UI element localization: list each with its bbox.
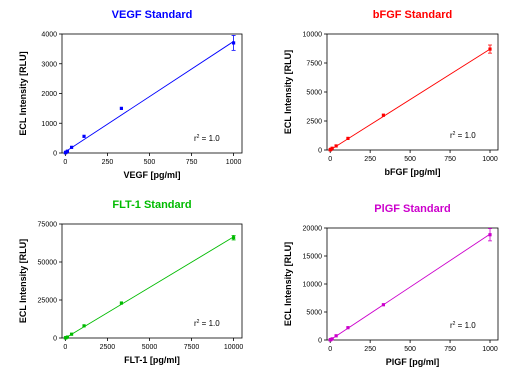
x-tick-label: 0 bbox=[63, 159, 67, 166]
r2-superscript: 2 bbox=[197, 319, 200, 325]
x-tick-label: 750 bbox=[444, 346, 456, 353]
fit-line bbox=[65, 236, 234, 339]
fit-line bbox=[329, 233, 491, 341]
x-tick-label: 0 bbox=[328, 156, 332, 163]
y-tick-label: 0 bbox=[318, 338, 322, 345]
data-point bbox=[82, 134, 86, 138]
data-point bbox=[65, 149, 70, 153]
x-tick-label: 10000 bbox=[224, 344, 244, 351]
x-tick-label: 250 bbox=[364, 156, 376, 163]
y-axis-label: ECL Intensity [RLU] bbox=[283, 50, 293, 134]
data-point bbox=[381, 113, 386, 117]
x-axis-label: bFGF [pg/ml] bbox=[385, 167, 441, 177]
data-point bbox=[334, 144, 338, 148]
r-squared-annotation: r2 = 1.0 bbox=[450, 131, 476, 140]
x-axis-label: FLT-1 [pg/ml] bbox=[124, 355, 180, 365]
chart-title: bFGF Standard bbox=[373, 9, 452, 21]
r2-value: = 1.0 bbox=[199, 319, 220, 328]
data-point bbox=[381, 303, 386, 307]
r-squared-annotation: r2 = 1.0 bbox=[194, 319, 220, 328]
data-point bbox=[334, 334, 338, 338]
y-tick-label: 50000 bbox=[38, 260, 58, 267]
fit-line bbox=[329, 48, 491, 151]
x-tick-label: 7500 bbox=[184, 344, 200, 351]
plot-frame bbox=[61, 223, 243, 339]
x-tick-label: 750 bbox=[186, 159, 198, 166]
data-point bbox=[65, 335, 70, 339]
y-tick-label: 5000 bbox=[306, 310, 322, 317]
y-tick-label: 15000 bbox=[303, 254, 323, 261]
y-tick-label: 2500 bbox=[306, 119, 322, 126]
x-tick-label: 5000 bbox=[142, 344, 158, 351]
x-tick-label: 500 bbox=[404, 156, 416, 163]
chart-title: FLT-1 Standard bbox=[112, 199, 191, 211]
chart-panel-2: FLT-1 Standard 0 2500 5000 7500 10000 0 25000 50… bbox=[18, 199, 243, 365]
r-squared-annotation: r2 = 1.0 bbox=[194, 134, 220, 143]
r2-superscript: 2 bbox=[453, 321, 456, 327]
r2-superscript: 2 bbox=[453, 131, 456, 137]
chart-title: PlGF Standard bbox=[374, 203, 450, 215]
r-squared-annotation: r2 = 1.0 bbox=[450, 321, 476, 330]
y-tick-label: 75000 bbox=[38, 222, 58, 229]
y-tick-label: 5000 bbox=[306, 90, 322, 97]
data-point bbox=[69, 332, 74, 336]
data-point bbox=[330, 146, 334, 150]
x-tick-label: 500 bbox=[404, 346, 416, 353]
y-tick-label: 0 bbox=[53, 151, 57, 158]
r2-prefix: r bbox=[194, 134, 197, 143]
data-point bbox=[346, 136, 350, 140]
x-tick-label: 0 bbox=[328, 346, 332, 353]
data-point bbox=[119, 106, 123, 110]
x-axis-label: PlGF [pg/ml] bbox=[386, 357, 440, 367]
y-tick-label: 10000 bbox=[303, 32, 323, 39]
r2-prefix: r bbox=[450, 131, 453, 140]
y-tick-label: 4000 bbox=[41, 32, 57, 39]
chart-title: VEGF Standard bbox=[112, 9, 193, 21]
data-point bbox=[82, 324, 86, 328]
x-tick-label: 2500 bbox=[100, 344, 116, 351]
x-tick-label: 1000 bbox=[482, 346, 498, 353]
data-point bbox=[119, 301, 124, 305]
y-axis-label: ECL Intensity [RLU] bbox=[283, 242, 293, 326]
x-tick-label: 750 bbox=[444, 156, 456, 163]
y-tick-label: 1000 bbox=[41, 121, 57, 128]
y-tick-label: 0 bbox=[318, 148, 322, 155]
y-tick-label: 2000 bbox=[41, 91, 57, 98]
r2-value: = 1.0 bbox=[455, 321, 476, 330]
y-tick-label: 0 bbox=[53, 336, 57, 343]
y-axis-label: ECL Intensity [RLU] bbox=[18, 51, 28, 135]
y-tick-label: 7500 bbox=[306, 61, 322, 68]
data-point bbox=[330, 337, 334, 341]
chart-panel-0: VEGF Standard 0 250 500 750 1000 0 1000 2000 3000… bbox=[18, 9, 243, 180]
x-axis-label: VEGF [pg/ml] bbox=[124, 170, 181, 180]
data-point bbox=[69, 145, 74, 149]
x-tick-label: 1000 bbox=[482, 156, 498, 163]
y-tick-label: 3000 bbox=[41, 61, 57, 68]
fit-line bbox=[65, 41, 234, 153]
y-tick-label: 25000 bbox=[38, 298, 58, 305]
data-point bbox=[346, 326, 350, 330]
r2-superscript: 2 bbox=[197, 134, 200, 140]
r2-prefix: r bbox=[450, 321, 453, 330]
r2-value: = 1.0 bbox=[455, 131, 476, 140]
x-tick-label: 250 bbox=[364, 346, 376, 353]
r2-value: = 1.0 bbox=[199, 134, 220, 143]
x-tick-label: 0 bbox=[63, 344, 67, 351]
x-tick-label: 1000 bbox=[226, 159, 242, 166]
r2-prefix: r bbox=[194, 319, 197, 328]
y-axis-label: ECL Intensity [RLU] bbox=[18, 239, 28, 323]
y-tick-label: 10000 bbox=[303, 282, 323, 289]
x-tick-label: 500 bbox=[144, 159, 156, 166]
x-tick-label: 250 bbox=[102, 159, 114, 166]
y-tick-label: 20000 bbox=[303, 226, 323, 233]
